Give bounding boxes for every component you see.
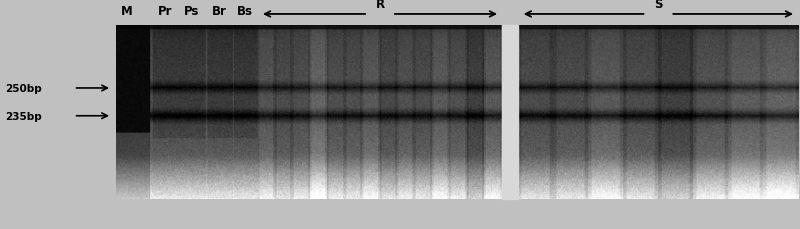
Text: S: S bbox=[654, 0, 662, 11]
Bar bbox=[502, 26, 518, 199]
Text: R: R bbox=[375, 0, 385, 11]
Text: Pr: Pr bbox=[158, 5, 172, 18]
Text: 235bp: 235bp bbox=[6, 111, 42, 121]
Text: Bs: Bs bbox=[237, 5, 253, 18]
Text: M: M bbox=[121, 5, 132, 18]
Text: Br: Br bbox=[212, 5, 226, 18]
Text: Ps: Ps bbox=[184, 5, 200, 18]
Text: 250bp: 250bp bbox=[6, 84, 42, 94]
